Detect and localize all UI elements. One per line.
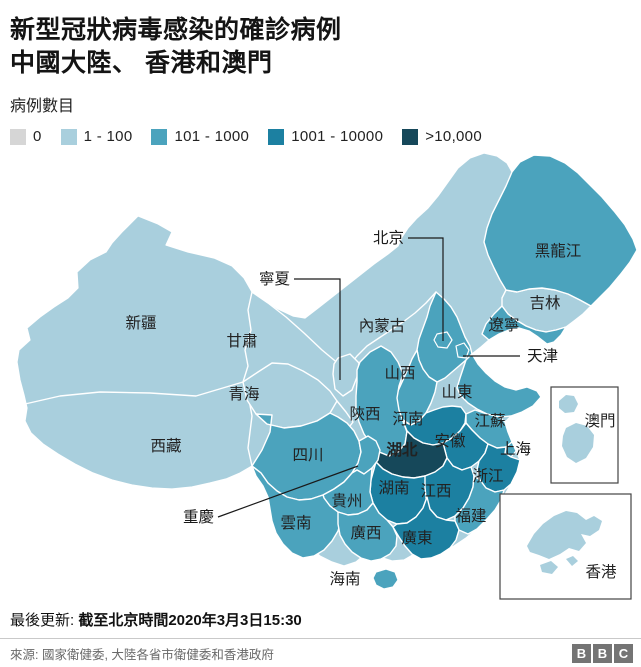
legend-swatch-1 [60, 128, 77, 145]
label-fujian: 福建 [455, 507, 486, 525]
inset-macau: 澳門 [550, 386, 619, 484]
bbc-letter-b1: B [572, 644, 591, 663]
province-shandong [456, 353, 542, 418]
province-hainan [372, 568, 399, 590]
label-jiangxi: 江西 [420, 482, 451, 500]
province-heilongjiang [483, 154, 638, 307]
last-updated-prefix: 最後更新: [10, 612, 79, 629]
label-heilongjiang: 黑龍江 [535, 242, 582, 260]
footer-divider [0, 638, 641, 639]
label-shaanxi: 陝西 [349, 405, 380, 423]
province-liaoning [481, 305, 567, 345]
legend-label-4: >10,000 [425, 128, 482, 145]
callout-label-shanghai: 上海 [500, 440, 531, 458]
callout-label-tianjin: 天津 [527, 347, 558, 365]
callout-line-ningxia [294, 278, 341, 380]
callout-label-ningxia: 寧夏 [259, 270, 291, 288]
label-guangdong: 廣東 [401, 529, 432, 547]
hongkong-shape-lantau [540, 561, 558, 574]
label-gansu: 甘肅 [226, 332, 257, 350]
inner-borders [24, 291, 437, 467]
china-choropleth-map: 澳門 香港 新疆 甘肅 青海 西藏 內蒙古 黑龍江 吉林 遼寧 山西 山東 陝西… [0, 150, 641, 605]
label-liaoning: 遼寧 [488, 316, 519, 334]
legend-label-3: 1001 - 10000 [291, 128, 384, 145]
legend-item-3: 1001 - 10000 [268, 128, 383, 145]
label-shandong: 山東 [441, 383, 472, 401]
legend-label-1: 1 - 100 [83, 128, 133, 145]
bbc-letter-c: C [614, 644, 633, 663]
legend-item-1: 1 - 100 [60, 128, 133, 145]
legend-item-4: >10,000 [402, 128, 482, 145]
legend: 0 1 - 100 101 - 1000 1001 - 10000 >10,00… [10, 128, 631, 145]
province-yunnan [251, 465, 342, 559]
footer: 最後更新: 截至北京時間2020年3月3日15:30 來源: 國家衛健委, 大陸… [0, 603, 641, 663]
legend-item-0: 0 [10, 128, 42, 145]
last-updated-value: 截至北京時間2020年3月3日15:30 [78, 612, 302, 629]
label-xizang: 西藏 [150, 437, 181, 455]
callout-label-chongqing: 重慶 [183, 508, 214, 526]
page-title: 新型冠狀病毒感染的確診病例 中國大陸、 香港和澳門 [10, 14, 631, 80]
label-guizhou: 貴州 [331, 492, 362, 510]
label-jilin: 吉林 [529, 294, 561, 312]
callout-line-beijing [408, 237, 444, 341]
label-qinghai: 青海 [228, 385, 259, 403]
legend-label-2: 101 - 1000 [174, 128, 250, 145]
label-zhejiang: 浙江 [472, 467, 503, 485]
label-anhui: 安徽 [434, 432, 466, 450]
label-guangxi: 廣西 [350, 524, 381, 542]
bbc-letter-b2: B [593, 644, 612, 663]
legend-swatch-0 [10, 128, 26, 145]
label-shanxi: 山西 [384, 364, 415, 382]
legend-item-2: 101 - 1000 [151, 128, 249, 145]
inset-hongkong: 香港 [499, 493, 632, 600]
label-jiangsu: 江蘇 [474, 412, 506, 430]
title-line1: 新型冠狀病毒感染的確診病例 [10, 16, 342, 44]
macau-shape-north [559, 395, 578, 413]
legend-swatch-3 [268, 128, 285, 145]
province-fujian [454, 475, 505, 535]
last-updated: 最後更新: 截至北京時間2020年3月3日15:30 [0, 603, 641, 638]
label-henan: 河南 [392, 410, 423, 428]
callout-line-chongqing [217, 465, 359, 518]
label-yunnan: 雲南 [280, 514, 311, 532]
macau-shape-south [562, 423, 594, 463]
macau-label: 澳門 [584, 412, 615, 430]
legend-swatch-2 [151, 128, 168, 145]
hongkong-shape-main [527, 511, 602, 559]
province-guangxi [337, 502, 398, 562]
callout-label-beijing: 北京 [373, 229, 404, 247]
bbc-logo: B B C [572, 644, 633, 663]
header: 新型冠狀病毒感染的確診病例 中國大陸、 香港和澳門 病例數目 0 1 - 100… [0, 0, 641, 145]
label-hubei: 湖北 [386, 441, 418, 459]
title-line2: 中國大陸、 香港和澳門 [10, 49, 273, 77]
source-text: 來源: 國家衛健委, 大陸各省市衛健委和香港政府 [10, 648, 274, 662]
hongkong-label: 香港 [585, 563, 617, 581]
legend-swatch-4 [402, 128, 419, 145]
label-sichuan: 四川 [292, 447, 323, 464]
province-tianjin [455, 342, 470, 359]
label-hunan: 湖南 [378, 479, 409, 497]
label-hainan: 海南 [329, 570, 360, 588]
hongkong-shape-island [566, 556, 578, 566]
province-guangdong [392, 496, 460, 560]
legend-label-0: 0 [33, 128, 42, 145]
label-neimenggu: 內蒙古 [359, 317, 406, 335]
subtitle: 病例數目 [10, 98, 75, 115]
province-zhejiang [476, 443, 521, 493]
label-xinjiang: 新疆 [125, 314, 156, 332]
